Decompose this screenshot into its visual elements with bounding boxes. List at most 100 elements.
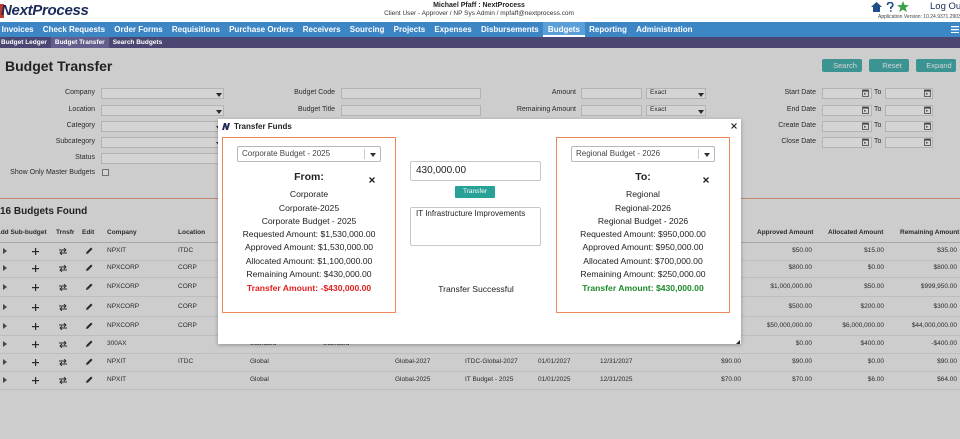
favorite-icon[interactable] — [897, 1, 909, 12]
transfer-icon[interactable] — [59, 376, 67, 384]
button-label[interactable]: Reset — [882, 60, 902, 70]
home-icon[interactable] — [871, 2, 882, 12]
column-header[interactable]: Company — [107, 229, 137, 236]
button-label[interactable]: Search — [833, 60, 857, 70]
edit-icon[interactable] — [85, 283, 93, 291]
budget-select-value[interactable]: Corporate Budget - 2025 — [242, 149, 331, 158]
edit-icon[interactable] — [85, 358, 93, 366]
nav-item[interactable]: Check Requests — [42, 25, 106, 34]
note-input[interactable] — [410, 207, 541, 246]
nav-item[interactable]: Sourcing — [349, 25, 385, 34]
transfer-icon[interactable] — [59, 303, 67, 311]
expand-icon[interactable] — [3, 304, 7, 310]
add-icon[interactable] — [32, 264, 39, 272]
expand-icon[interactable] — [3, 265, 7, 271]
expand-icon[interactable] — [3, 377, 7, 383]
calendar-icon[interactable] — [862, 122, 869, 130]
nav-item[interactable]: Requisitions — [171, 25, 220, 34]
add-icon[interactable] — [32, 376, 39, 384]
transfer-icon[interactable] — [59, 358, 67, 366]
nav-item[interactable]: Budgets — [543, 22, 585, 37]
nav-item[interactable]: Purchase Orders — [229, 25, 294, 34]
date-input[interactable] — [822, 137, 872, 148]
edit-icon[interactable] — [85, 247, 93, 255]
filter-input[interactable] — [341, 105, 481, 116]
date-input[interactable] — [822, 105, 872, 116]
button[interactable] — [869, 59, 909, 72]
add-icon[interactable] — [32, 322, 39, 330]
amount-value[interactable]: 430,000.00 — [416, 165, 467, 176]
calendar-icon[interactable] — [862, 89, 869, 97]
button[interactable] — [822, 59, 862, 72]
date-input[interactable] — [822, 88, 872, 99]
edit-icon[interactable] — [85, 322, 93, 330]
transfer-button-label[interactable]: Transfer — [463, 188, 487, 195]
date-input[interactable] — [885, 88, 933, 99]
column-header[interactable]: Trnsfr — [56, 229, 75, 236]
column-header[interactable]: Location — [178, 229, 206, 236]
calendar-icon[interactable] — [924, 122, 931, 130]
button-label[interactable]: Expand — [926, 60, 952, 70]
transfer-icon[interactable] — [59, 340, 67, 348]
column-header[interactable]: Allocated Amount — [828, 229, 884, 236]
filter-input[interactable] — [581, 88, 642, 99]
add-icon[interactable] — [32, 358, 39, 366]
filter-input[interactable] — [581, 105, 642, 116]
panel-close[interactable] — [369, 177, 375, 183]
logout[interactable]: Log Out — [930, 1, 960, 12]
nav-item[interactable]: Administration — [636, 25, 693, 34]
filter-input[interactable] — [341, 88, 481, 99]
nav-item[interactable]: Reporting — [589, 25, 627, 34]
expand-icon[interactable] — [3, 341, 7, 347]
date-input[interactable] — [885, 121, 933, 132]
expand-icon[interactable] — [3, 284, 7, 290]
date-input[interactable] — [885, 105, 933, 116]
column-header[interactable]: Approved Amount — [757, 229, 814, 236]
nav-item[interactable]: Receivers — [302, 25, 341, 34]
checkbox[interactable] — [102, 169, 109, 176]
nav-item[interactable]: Expenses — [434, 25, 472, 34]
note-value[interactable]: IT Infrastructure Improvements — [416, 209, 526, 218]
transfer-icon[interactable] — [59, 247, 67, 255]
edit-icon[interactable] — [85, 264, 93, 272]
expand-icon[interactable] — [3, 359, 7, 365]
help-icon[interactable] — [886, 1, 894, 12]
transfer-button[interactable] — [455, 186, 495, 198]
modal-close[interactable] — [731, 123, 737, 129]
nav-item[interactable]: Projects — [393, 25, 426, 34]
add-icon[interactable] — [32, 247, 39, 255]
column-header[interactable]: Add Sub-budget — [0, 229, 47, 236]
sub-nav-item[interactable]: Budget Transfer — [50, 37, 109, 48]
filter-select[interactable] — [101, 105, 224, 116]
budget-select[interactable] — [237, 146, 381, 162]
nav-item[interactable]: Order Forms — [114, 25, 163, 34]
add-icon[interactable] — [32, 340, 39, 348]
date-input[interactable] — [885, 137, 933, 148]
column-header[interactable]: Edit — [82, 229, 95, 236]
column-header[interactable]: Remaining Amount — [900, 229, 960, 236]
menu-icon[interactable] — [951, 26, 959, 34]
calendar-icon[interactable] — [924, 138, 931, 146]
amount-input[interactable] — [410, 161, 541, 181]
expand-icon[interactable] — [3, 248, 7, 254]
budget-select[interactable] — [571, 146, 715, 162]
date-input[interactable] — [822, 121, 872, 132]
add-icon[interactable] — [32, 283, 39, 291]
button[interactable] — [916, 59, 956, 72]
expand-icon[interactable] — [3, 323, 7, 329]
transfer-icon[interactable] — [59, 283, 67, 291]
calendar-icon[interactable] — [924, 106, 931, 114]
edit-icon[interactable] — [85, 340, 93, 348]
edit-icon[interactable] — [85, 303, 93, 311]
sub-nav-item[interactable]: Budget Ledger — [1, 39, 47, 46]
budget-select-value[interactable]: Regional Budget - 2026 — [576, 149, 661, 158]
match-select[interactable] — [646, 105, 706, 116]
transfer-icon[interactable] — [59, 264, 67, 272]
calendar-icon[interactable] — [924, 89, 931, 97]
calendar-icon[interactable] — [862, 106, 869, 114]
nav-item[interactable]: Invoices — [1, 25, 34, 34]
filter-select[interactable] — [101, 88, 224, 99]
nav-item[interactable]: Disbursements — [480, 25, 539, 34]
sub-nav-item[interactable]: Search Budgets — [112, 39, 163, 46]
add-icon[interactable] — [32, 303, 39, 311]
